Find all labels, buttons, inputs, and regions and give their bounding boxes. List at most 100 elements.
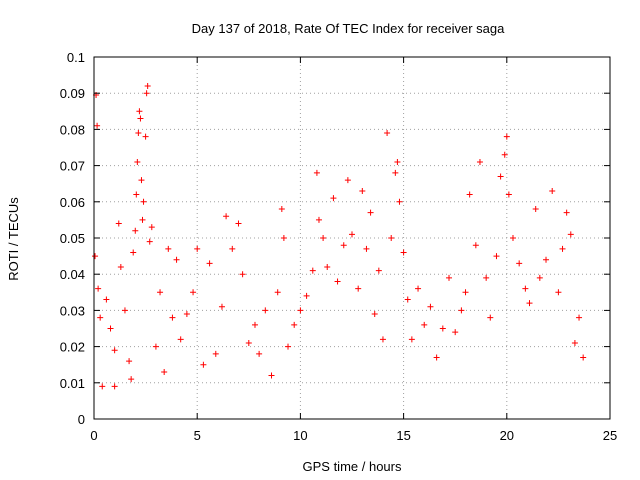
data-point [421,321,428,328]
y-tick-label: 0.1 [67,50,85,65]
data-point [555,289,562,296]
data-point [379,336,386,343]
data-point [223,213,230,220]
data-point [309,267,316,274]
data-point [446,274,453,281]
y-tick-label: 0.07 [60,159,85,174]
data-point [200,361,207,368]
data-point [206,260,213,267]
data-point [563,209,570,216]
data-point [256,350,263,357]
data-point [251,321,258,328]
data-point [439,325,446,332]
data-point [229,245,236,252]
data-point [218,303,225,310]
data-point [315,216,322,223]
data-point [487,314,494,321]
y-axis-label: ROTI / TECUs [6,197,21,281]
data-point [324,263,331,270]
data-point [526,300,533,307]
y-tick-label: 0.02 [60,340,85,355]
y-tick-label: 0.08 [60,122,85,137]
x-tick-label: 20 [500,428,514,443]
data-point [466,191,473,198]
grid [94,57,610,419]
data-point [280,235,287,241]
data-point [135,130,142,137]
data-point [132,227,139,234]
data-point [278,206,285,213]
x-axis-label: GPS time / hours [303,459,402,474]
data-point [136,108,143,115]
data-point [95,285,102,292]
data-point [576,314,583,321]
data-point [126,358,133,365]
data-point [349,231,355,238]
data-point [330,195,337,202]
data-point [462,289,469,296]
data-point [509,235,516,241]
data-point [139,216,146,223]
data-point [138,177,145,184]
data-point [559,245,566,252]
data-point [497,173,504,180]
data-point [334,278,341,285]
data-point [92,253,99,260]
data-point [313,169,320,176]
data-point [297,307,304,314]
data-point [320,235,327,241]
data-point [476,158,483,165]
data-point [140,198,147,205]
data-point [303,292,310,299]
data-point [493,253,500,260]
data-point [111,383,118,390]
data-point [97,314,104,321]
data-point [340,242,347,249]
data-point [472,242,479,249]
data-point [165,245,172,252]
data-point [183,311,190,318]
data-point [142,133,149,140]
data-point [161,368,168,375]
data-point [99,383,106,390]
data-point [536,274,543,281]
data-point [190,289,197,296]
data-point [239,271,246,278]
data-point [394,158,401,165]
data-point [262,307,269,314]
data-point [194,245,201,252]
data-point [567,231,574,238]
data-point [111,347,118,354]
data-point [268,372,275,379]
chart-title: Day 137 of 2018, Rate Of TEC Index for r… [192,21,505,36]
x-tick-label: 10 [293,428,307,443]
y-tick-label: 0.04 [60,267,85,282]
y-tick-label: 0.03 [60,303,85,318]
data-point [146,238,153,245]
data-point [133,191,140,198]
data-point [522,285,529,292]
data-point [148,224,155,231]
data-point [501,151,508,158]
data-point [128,376,135,383]
data-point [384,130,391,137]
axis-ticks: 0 0.01 0.02 0.03 0.04 0.05 0.06 0.07 0.08 0.09 0.1… [60,50,618,443]
y-tick-label: 0.09 [60,86,85,101]
data-point [117,263,124,270]
data-point [344,177,351,184]
data-point [396,198,403,205]
data-point [505,191,512,198]
data-point [503,133,510,140]
data-point [543,256,550,263]
data-point [404,296,411,303]
data-point [235,220,242,227]
data-point [415,285,422,292]
data-point [121,307,128,314]
data-point [392,169,399,176]
data-point [173,256,180,263]
data-point [580,354,587,361]
x-tick-label: 25 [603,428,617,443]
data-point [363,245,370,252]
data-point [285,343,292,350]
